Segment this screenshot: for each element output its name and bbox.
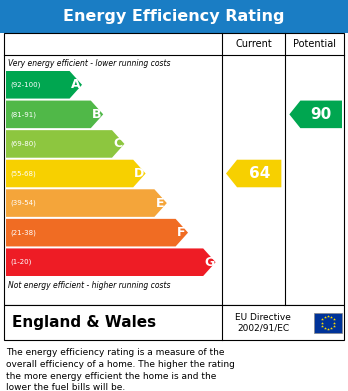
Polygon shape xyxy=(6,100,103,128)
Text: Energy Efficiency Rating: Energy Efficiency Rating xyxy=(63,9,285,24)
Text: E: E xyxy=(156,197,164,210)
Text: (69-80): (69-80) xyxy=(10,141,36,147)
Bar xyxy=(0,0,348,33)
Text: G: G xyxy=(204,256,214,269)
Text: F: F xyxy=(177,226,185,239)
Text: (55-68): (55-68) xyxy=(10,170,36,177)
Text: Potential: Potential xyxy=(293,39,336,49)
Text: England & Wales: England & Wales xyxy=(12,315,156,330)
Text: (1-20): (1-20) xyxy=(10,259,31,265)
Bar xyxy=(4,305,344,340)
Text: C: C xyxy=(113,137,122,151)
Bar xyxy=(314,312,342,332)
Text: Very energy efficient - lower running costs: Very energy efficient - lower running co… xyxy=(8,59,171,68)
Polygon shape xyxy=(226,160,282,187)
Text: 64: 64 xyxy=(248,166,270,181)
Text: 90: 90 xyxy=(310,107,332,122)
Bar xyxy=(4,33,344,305)
Polygon shape xyxy=(289,100,342,128)
Text: (92-100): (92-100) xyxy=(10,82,40,88)
Polygon shape xyxy=(6,130,125,158)
Text: EU Directive
2002/91/EC: EU Directive 2002/91/EC xyxy=(235,313,291,332)
Text: The energy efficiency rating is a measure of the
overall efficiency of a home. T: The energy efficiency rating is a measur… xyxy=(6,348,235,391)
Text: (21-38): (21-38) xyxy=(10,230,36,236)
Text: A: A xyxy=(71,78,80,91)
Text: D: D xyxy=(134,167,144,180)
Polygon shape xyxy=(6,71,82,99)
Polygon shape xyxy=(6,219,188,246)
Text: B: B xyxy=(92,108,101,121)
Polygon shape xyxy=(6,189,167,217)
Text: (81-91): (81-91) xyxy=(10,111,36,118)
Polygon shape xyxy=(6,160,145,187)
Text: (39-54): (39-54) xyxy=(10,200,36,206)
Polygon shape xyxy=(6,248,216,276)
Text: Not energy efficient - higher running costs: Not energy efficient - higher running co… xyxy=(8,280,171,289)
Text: Current: Current xyxy=(235,39,272,49)
